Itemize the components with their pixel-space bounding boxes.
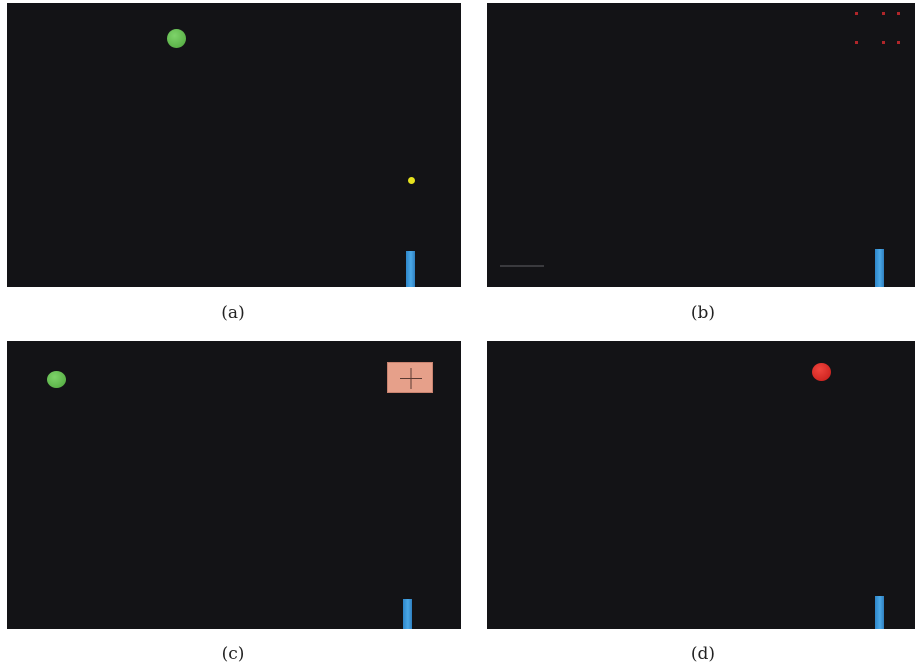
game-panel-a (7, 3, 461, 287)
red-ball (812, 363, 831, 381)
cross-box (387, 362, 433, 393)
paddle (403, 599, 412, 629)
target-dot (897, 12, 900, 15)
floor-line (500, 265, 544, 267)
green-ball (167, 29, 186, 48)
caption-b: (b) (690, 303, 716, 323)
plus-icon (400, 368, 422, 389)
caption-c: (c) (221, 644, 245, 664)
target-dot (897, 41, 900, 44)
paddle (406, 251, 415, 287)
game-panel-d (487, 341, 915, 629)
yellow-ball (408, 177, 415, 184)
caption-a: (a) (221, 303, 245, 323)
target-dot (855, 12, 858, 15)
target-dot (882, 12, 885, 15)
paddle (875, 596, 884, 629)
target-dot (882, 41, 885, 44)
game-panel-b (487, 3, 915, 287)
paddle (875, 249, 884, 287)
game-panel-c (7, 341, 461, 629)
caption-d: (d) (690, 644, 716, 664)
target-dot (855, 41, 858, 44)
green-ball (47, 371, 66, 388)
